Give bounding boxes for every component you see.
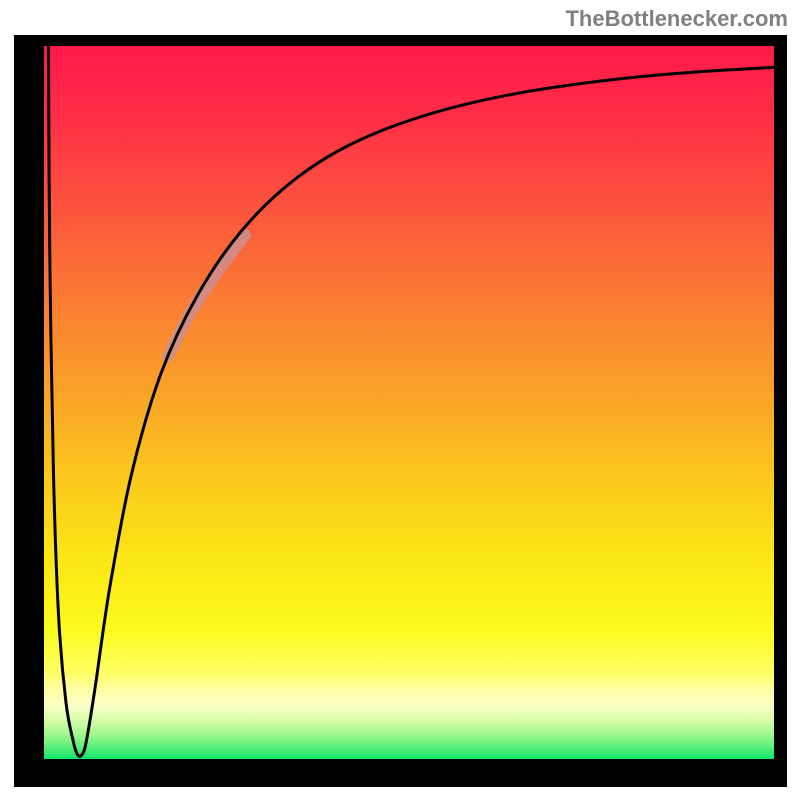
main-curve	[48, 46, 774, 756]
watermark-text: TheBottlenecker.com	[565, 6, 788, 32]
chart-container: TheBottlenecker.com	[0, 0, 800, 800]
curve-layer	[44, 46, 774, 759]
plot-area	[44, 46, 774, 759]
highlight-segment	[168, 235, 245, 356]
